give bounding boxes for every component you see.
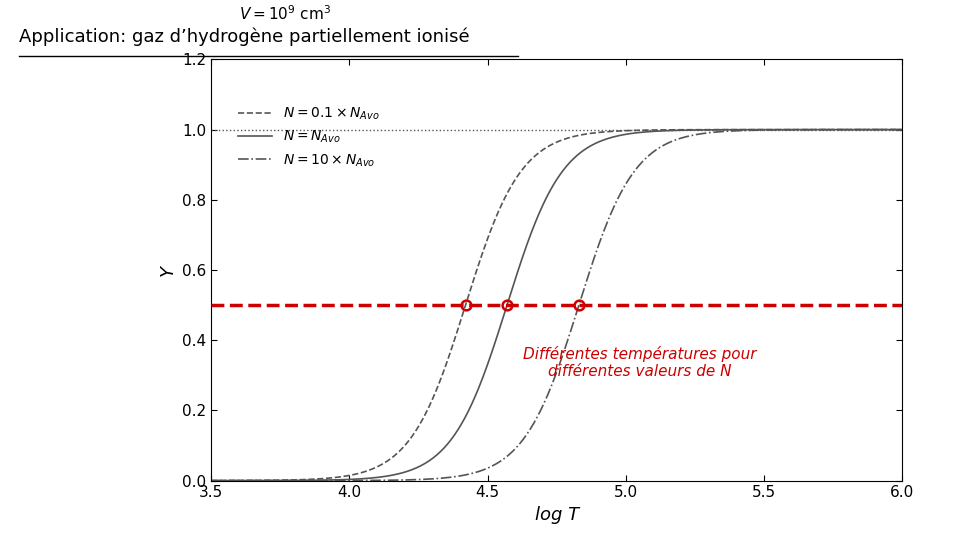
X-axis label: log T: log T: [535, 506, 579, 524]
Text: $V = 10^9\ \mathrm{cm}^3$: $V = 10^9\ \mathrm{cm}^3$: [239, 5, 331, 23]
Text: Différentes températures pour
différentes valeurs de N: Différentes températures pour différente…: [523, 346, 756, 380]
Legend: $N = 0.1\times N_{Avo}$, $N = N_{Avo}$, $N = 10\times N_{Avo}$: $N = 0.1\times N_{Avo}$, $N = N_{Avo}$, …: [232, 100, 386, 174]
Text: Application: gaz d’hydrogène partiellement ionisé: Application: gaz d’hydrogène partielleme…: [19, 27, 469, 45]
Y-axis label: Y: Y: [158, 265, 177, 275]
